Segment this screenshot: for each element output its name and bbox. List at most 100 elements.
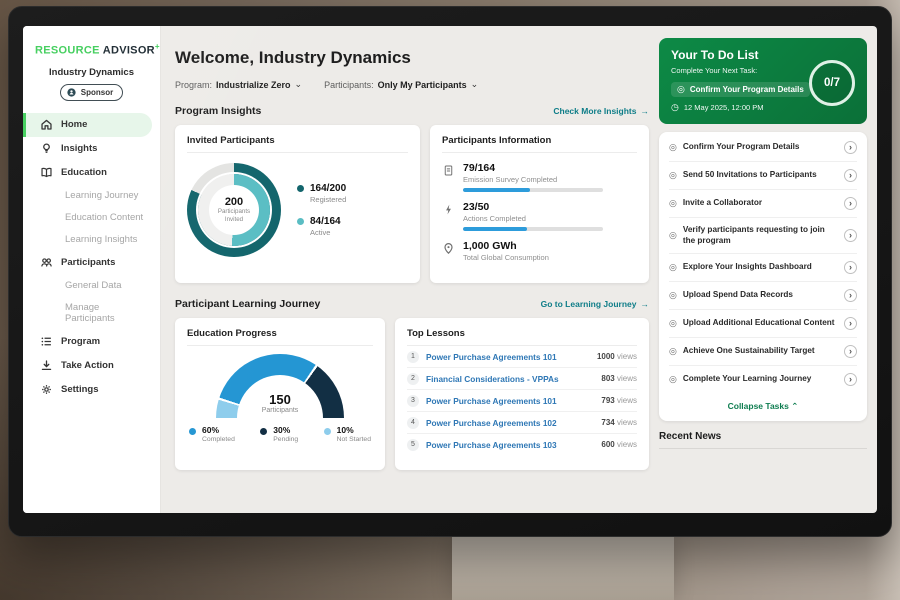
todo-next-task[interactable]: ◎ Confirm Your Program Details <box>671 82 810 97</box>
sponsor-icon <box>67 88 76 97</box>
legend-item-not-started: 10% Not Started <box>323 425 371 443</box>
todo-header-card: Your To Do List Complete Your Next Task:… <box>659 38 867 124</box>
sidebar-item-learning-journey[interactable]: Learning Journey <box>23 185 160 207</box>
todo-progress-value: 0/7 <box>824 77 840 89</box>
survey-icon <box>444 165 453 176</box>
chevron-right-icon[interactable]: › <box>844 373 857 387</box>
sidebar-item-settings[interactable]: Settings <box>23 378 160 402</box>
task-row-complete-learning-journey[interactable]: ◎ Complete Your Learning Journey › <box>669 366 857 393</box>
section-title: Participant Learning Journey <box>175 298 321 310</box>
card-title: Education Progress <box>187 328 373 346</box>
sidebar-item-manage-participants[interactable]: Manage Participants <box>23 297 160 330</box>
task-label: Explore Your Insights Dashboard <box>682 262 812 272</box>
stat-label: Total Global Consumption <box>463 253 549 263</box>
collapse-tasks-button[interactable]: Collapse Tasks ⌃ <box>669 393 857 415</box>
task-row-invite-collaborator[interactable]: ◎ Invite a Collaborator › <box>669 190 857 218</box>
task-row-upload-spend-data[interactable]: ◎ Upload Spend Data Records › <box>669 282 857 311</box>
target-icon: ◎ <box>677 84 685 94</box>
clock-icon: ◷ <box>671 102 679 112</box>
sidebar-item-label: Insights <box>61 143 98 155</box>
chevron-right-icon[interactable]: › <box>844 141 857 154</box>
lesson-row: 2 Financial Considerations - VPPAs 803 v… <box>407 368 637 390</box>
education-gauge-chart: 150 Participants <box>216 354 344 418</box>
main-content: Welcome, Industry Dynamics Program: Indu… <box>161 26 659 513</box>
recent-news-title: Recent News <box>659 431 722 443</box>
todo-subtitle: Complete Your Next Task: <box>671 66 758 75</box>
sidebar-item-label: Home <box>61 119 88 131</box>
program-filter-value: Industrialize Zero <box>216 79 291 90</box>
legend-value: 164/200 <box>310 183 347 194</box>
go-to-learning-journey-link[interactable]: Go to Learning Journey → <box>541 299 649 309</box>
monitor-stand <box>452 537 674 600</box>
sidebar-nav: Home Insights Education <box>23 112 160 402</box>
sidebar-item-general-data[interactable]: General Data <box>23 275 160 297</box>
legend-dot <box>189 428 196 435</box>
lesson-row: 3 Power Purchase Agreements 101 793 view… <box>407 390 637 412</box>
chevron-right-icon[interactable]: › <box>844 197 857 210</box>
task-row-verify-participants[interactable]: ◎ Verify participants requesting to join… <box>669 218 857 255</box>
home-icon <box>40 118 53 131</box>
bolt-icon <box>446 204 451 215</box>
lesson-link[interactable]: Power Purchase Agreements 101 <box>426 351 557 362</box>
legend-item-pending: 30% Pending <box>260 425 298 443</box>
sidebar-item-education-content[interactable]: Education Content <box>23 207 160 229</box>
lesson-link[interactable]: Power Purchase Agreements 101 <box>426 395 557 406</box>
sidebar-item-home[interactable]: Home <box>23 112 152 137</box>
task-row-upload-educational-content[interactable]: ◎ Upload Additional Educational Content … <box>669 310 857 339</box>
donut-center-value: 200 <box>224 196 244 209</box>
todo-task-list: ◎ Confirm Your Program Details › ◎ Send … <box>659 132 867 422</box>
chevron-right-icon[interactable]: › <box>844 345 857 359</box>
views-unit: views <box>616 396 637 405</box>
chevron-right-icon[interactable]: › <box>844 317 857 331</box>
lesson-link[interactable]: Power Purchase Agreements 103 <box>426 439 557 450</box>
legend-label: Completed <box>202 436 235 444</box>
views-unit: views <box>616 440 637 449</box>
participants-filter[interactable]: Participants: Only My Participants ⌄ <box>324 79 478 90</box>
sidebar-item-participants[interactable]: Participants <box>23 251 160 275</box>
check-more-insights-link[interactable]: Check More Insights → <box>553 106 649 116</box>
chevron-down-icon: ⌄ <box>470 79 479 89</box>
task-row-send-invitations[interactable]: ◎ Send 50 Invitations to Participants › <box>669 162 857 190</box>
views-value: 600 <box>601 440 615 449</box>
chevron-down-icon: ⌄ <box>294 79 303 89</box>
sidebar-item-education[interactable]: Education <box>23 161 160 185</box>
section-title: Program Insights <box>175 105 262 117</box>
sidebar-item-label: Program <box>61 336 101 348</box>
arrow-right-icon: → <box>640 106 650 116</box>
invited-donut-chart: 200 Participants Invited <box>187 163 281 257</box>
lesson-row: 4 Power Purchase Agreements 102 734 view… <box>407 412 637 434</box>
download-arrow-icon <box>40 359 53 372</box>
views-value: 734 <box>601 418 615 427</box>
location-pin-icon <box>442 242 455 255</box>
stat-value: 79/164 <box>463 162 496 174</box>
todo-progress-ring: 0/7 <box>809 60 855 106</box>
task-row-confirm-program[interactable]: ◎ Confirm Your Program Details › <box>669 134 857 162</box>
lesson-link[interactable]: Power Purchase Agreements 102 <box>426 417 557 428</box>
logo-plus: + <box>154 42 160 51</box>
chevron-right-icon[interactable]: › <box>844 261 857 275</box>
sponsor-label: Sponsor <box>80 87 114 97</box>
sidebar-item-insights[interactable]: Insights <box>23 137 160 161</box>
list-icon <box>41 337 53 346</box>
lesson-rank: 4 <box>407 416 419 429</box>
chevron-right-icon[interactable]: › <box>844 169 857 182</box>
link-label: Go to Learning Journey <box>540 299 637 309</box>
legend-label: Active <box>310 228 331 237</box>
program-filter[interactable]: Program: Industrialize Zero ⌄ <box>175 79 302 90</box>
sidebar-item-program[interactable]: Program <box>23 330 160 354</box>
news-divider <box>659 448 867 450</box>
lesson-link[interactable]: Financial Considerations - VPPAs <box>426 373 559 384</box>
task-row-explore-insights[interactable]: ◎ Explore Your Insights Dashboard › <box>669 254 857 283</box>
education-progress-card: Education Progress 150 Participants <box>175 318 385 470</box>
sidebar-item-take-action[interactable]: Take Action <box>23 354 160 378</box>
sidebar-item-learning-insights[interactable]: Learning Insights <box>23 229 160 251</box>
lesson-rank: 3 <box>407 394 419 407</box>
task-row-sustainability-target[interactable]: ◎ Achieve One Sustainability Target › <box>669 338 857 367</box>
chevron-right-icon[interactable]: › <box>844 289 857 303</box>
task-label: Invite a Collaborator <box>682 198 763 208</box>
sidebar-item-label: Education Content <box>65 212 144 224</box>
lesson-rank: 1 <box>407 350 419 363</box>
org-name: Industry Dynamics <box>49 66 134 78</box>
legend-value: 60% <box>202 425 220 435</box>
chevron-right-icon[interactable]: › <box>844 229 857 243</box>
